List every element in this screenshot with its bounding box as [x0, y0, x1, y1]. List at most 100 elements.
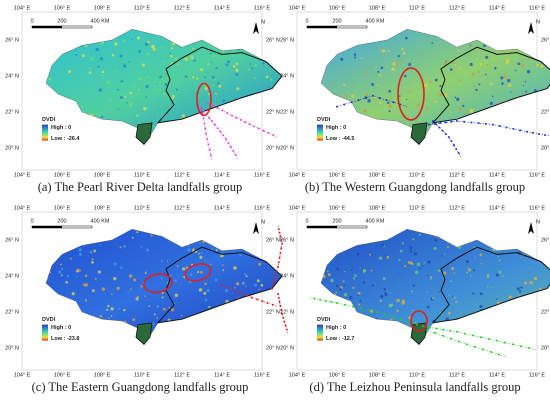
- texture-dot: [465, 271, 469, 274]
- texture-dot: [119, 95, 123, 100]
- texture-dot: [441, 255, 443, 257]
- texture-dot: [458, 79, 461, 83]
- scale-label: 200: [332, 18, 341, 24]
- track-point: [206, 138, 209, 140]
- texture-dot: [137, 36, 141, 40]
- track-point: [538, 132, 540, 135]
- track-point: [456, 330, 458, 333]
- texture-dot: [214, 278, 218, 282]
- texture-dot: [207, 71, 209, 73]
- texture-dot: [490, 82, 493, 86]
- lon-label: 114° E: [214, 372, 230, 378]
- texture-dot: [132, 318, 136, 322]
- scale-label: 400 KM: [366, 218, 385, 224]
- texture-dot: [421, 265, 424, 267]
- texture-dot: [471, 72, 475, 76]
- texture-dot: [211, 61, 213, 63]
- track-point: [448, 136, 450, 139]
- track-point: [232, 149, 235, 152]
- track-point: [474, 345, 476, 348]
- track-point: [498, 353, 500, 356]
- texture-dot: [78, 252, 83, 257]
- map-panel: 104° E 104° E 106° E 106° E 108° E 108° E 110°…: [280, 5, 550, 194]
- texture-dot: [235, 68, 239, 72]
- texture-dot: [404, 74, 407, 78]
- track-point: [496, 339, 498, 342]
- texture-dot: [269, 106, 271, 108]
- texture-dot: [500, 99, 503, 103]
- texture-dot: [449, 68, 453, 71]
- texture-dot: [140, 285, 143, 288]
- texture-dot: [89, 58, 92, 61]
- typhoon-track: [207, 102, 279, 138]
- lat-label: 20° N: [541, 145, 550, 151]
- track-point: [277, 296, 280, 299]
- texture-dot: [111, 53, 115, 57]
- texture-dot: [434, 238, 438, 242]
- track-point: [384, 313, 386, 316]
- texture-dot: [512, 90, 514, 92]
- track-point: [229, 145, 232, 148]
- track-point: [280, 247, 283, 250]
- texture-dot: [415, 84, 417, 87]
- track-point: [234, 153, 237, 156]
- track-point: [207, 143, 210, 146]
- track-point: [472, 334, 474, 337]
- texture-dot: [176, 265, 179, 267]
- texture-dot: [423, 262, 426, 264]
- legend-ramp: [317, 324, 323, 341]
- peninsula: [135, 322, 153, 345]
- texture-dot: [486, 64, 489, 67]
- texture-dot: [190, 56, 194, 60]
- lon-label: 104° E: [14, 372, 31, 378]
- texture-dot: [387, 50, 390, 52]
- texture-dot: [539, 227, 541, 229]
- texture-dot: [101, 73, 104, 77]
- track-point: [256, 298, 259, 301]
- scale-bar-fill: [32, 226, 62, 228]
- texture-dot: [280, 79, 282, 82]
- lon-label: 106° E: [329, 205, 346, 211]
- texture-dot: [117, 88, 120, 91]
- texture-dot: [212, 84, 215, 86]
- track-point: [203, 122, 206, 125]
- texture-dot: [61, 274, 63, 277]
- track-point: [211, 120, 213, 122]
- texture-dot: [365, 73, 369, 76]
- track-point: [449, 329, 452, 332]
- texture-dot: [184, 57, 188, 61]
- lon-label: 108° E: [369, 172, 386, 178]
- track-point: [275, 270, 278, 273]
- scale-label: 400 KM: [91, 18, 110, 24]
- legend-ramp: [317, 124, 323, 141]
- texture-dot: [379, 74, 382, 77]
- texture-dot: [253, 77, 256, 80]
- texture-dot: [404, 36, 408, 40]
- track-point: [416, 323, 418, 326]
- track-point: [279, 251, 282, 254]
- texture-dot: [353, 274, 357, 277]
- panel-caption: (a) The Pearl River Delta landfalls grou…: [38, 180, 243, 194]
- legend-ramp: [42, 124, 48, 141]
- scale-bar-fill: [32, 26, 62, 28]
- track-point: [458, 340, 460, 343]
- track-point: [438, 126, 441, 129]
- texture-dot: [424, 83, 428, 88]
- texture-dot: [119, 246, 122, 249]
- texture-dot: [491, 95, 494, 98]
- legend-high: High : 0: [326, 125, 346, 131]
- texture-dot: [442, 89, 445, 91]
- track-point: [211, 104, 214, 107]
- texture-dot: [274, 105, 278, 109]
- texture-dot: [535, 63, 539, 67]
- texture-dot: [426, 274, 429, 277]
- track-point: [267, 131, 270, 134]
- track-point: [281, 242, 283, 245]
- lat-label: 24° N: [280, 273, 294, 279]
- track-point: [343, 103, 346, 106]
- lon-label: 106° E: [329, 172, 346, 178]
- panel-caption: (b) The Western Guangdong landfalls grou…: [305, 180, 525, 194]
- texture-dot: [263, 323, 267, 327]
- track-point: [281, 312, 283, 315]
- texture-dot: [455, 301, 458, 304]
